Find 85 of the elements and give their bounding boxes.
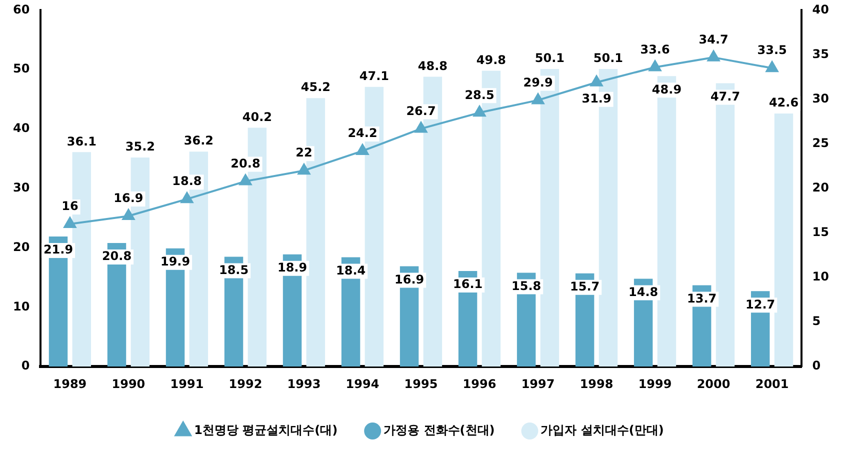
point [707,50,720,62]
point [532,93,544,104]
point [356,144,369,155]
x-tick-label: 1989 [53,376,87,391]
y-tick-label: 40 [12,121,30,136]
y2-tick-label: 25 [812,136,830,150]
data-label: 31.9 [582,91,612,106]
bar [774,114,794,367]
x-tick-label: 2000 [696,376,730,391]
data-label: 15.7 [570,279,600,294]
data-label: 34.7 [698,32,728,47]
y-tick-label: 10 [12,299,30,314]
data-label: 18.8 [172,174,202,188]
data-label: 16 [62,199,78,214]
y2-tick-label: 40 [812,2,830,16]
data-label: 21.9 [43,242,74,257]
point [122,209,135,220]
y2-tick-label: 0 [812,358,821,373]
x-tick-label: 1994 [346,376,380,391]
data-label: 18.4 [336,263,366,278]
y2-tick-label: 30 [812,91,830,106]
point [648,60,662,72]
y2-tick-label: 5 [812,314,821,328]
y-tick-label: 0 [21,358,30,373]
data-label: 33.6 [640,42,670,56]
x-tick-label: 1995 [404,376,438,391]
data-label: 16.9 [114,191,144,206]
data-label: 48.8 [418,58,448,73]
data-label: 13.7 [687,291,717,306]
data-label: 16.1 [453,277,483,292]
data-label: 12.7 [746,297,776,312]
point [64,217,76,228]
data-label: 19.9 [160,254,190,269]
data-label: 35.2 [125,140,155,154]
y-tick-label: 20 [12,240,30,254]
y-tick-label: 30 [12,180,30,195]
data-label: 49.8 [476,52,506,67]
data-label: 29.9 [523,75,553,90]
legend-label: 가정용 전화수(천대) [384,423,495,438]
data-label: 45.2 [300,80,330,94]
data-label: 36.2 [184,134,214,148]
data-label: 47.7 [710,89,740,104]
data-label: 18.5 [218,262,249,277]
x-tick-label: 1993 [287,376,321,391]
y2-tick-label: 15 [812,225,830,240]
y-tick-label: 60 [12,2,30,16]
data-label: 28.5 [464,88,494,102]
data-label: 42.6 [768,96,799,110]
legend-label: 1천명당 평균설치대수(대) [194,423,338,438]
data-label: 24.2 [348,126,378,140]
point [180,192,194,204]
point [298,164,310,175]
data-label: 14.8 [628,284,658,299]
point [473,106,486,117]
x-tick-label: 1992 [228,376,262,391]
data-label: 22 [296,146,312,160]
data-label: 18.9 [277,260,308,274]
data-label: 50.1 [534,51,565,66]
data-label: 26.7 [406,104,436,118]
data-label: 20.8 [102,249,132,264]
y-tick-label: 50 [12,62,30,76]
y2-tick-label: 35 [812,46,830,61]
data-label: 48.9 [652,82,682,96]
data-label: 50.1 [593,51,624,66]
point [766,61,778,72]
data-label: 40.2 [242,110,272,124]
x-tick-label: 1991 [170,376,204,391]
y2-tick-label: 20 [812,180,830,195]
data-label: 20.8 [230,156,260,170]
y2-tick-label: 10 [812,270,830,284]
x-tick-label: 1997 [521,376,555,391]
x-tick-label: 1996 [462,376,496,391]
point [414,122,428,133]
point [239,174,252,186]
x-tick-label: 1990 [112,376,146,391]
data-label: 33.5 [757,43,787,58]
data-label: 16.9 [394,272,424,286]
legend-label: 가입자 설치대수(만대) [540,423,664,438]
x-tick-label: 1998 [580,376,614,391]
data-label: 36.1 [66,134,96,148]
x-tick-label: 2001 [755,376,789,391]
data-label: 15.8 [512,278,542,293]
x-tick-label: 1999 [638,376,672,391]
point [590,75,603,86]
data-label: 47.1 [359,68,389,83]
